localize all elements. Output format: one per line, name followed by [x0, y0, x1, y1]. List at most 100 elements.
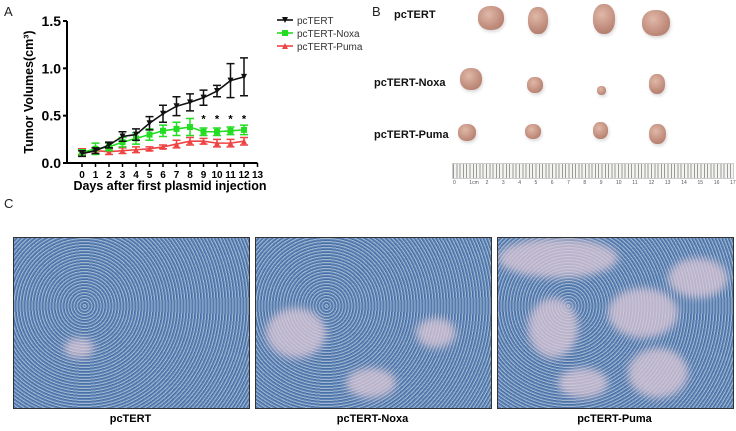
x-tick-label: 10: [211, 170, 223, 181]
ruler-tick-label: 2: [485, 180, 489, 186]
histology-caption: pcTERT-Puma: [577, 413, 652, 425]
x-tick-label: 12: [238, 170, 250, 181]
ruler-tick-label: 15: [697, 180, 704, 186]
ruler-tick-label: 3: [501, 180, 505, 186]
ruler-tick-label: 14: [681, 180, 687, 186]
data-point: [187, 124, 193, 131]
tumor: [593, 4, 615, 34]
tumor: [642, 10, 670, 36]
ruler-tick-label: 9: [599, 180, 603, 186]
histology-image-noxa: [255, 237, 492, 409]
data-point: [241, 73, 247, 80]
panel-label-a: A: [4, 4, 13, 19]
data-point: [146, 145, 153, 152]
ruler-tick-label: 1cm: [469, 180, 479, 186]
x-tick-label: 9: [201, 170, 207, 181]
y-tick-label: 0.5: [42, 108, 62, 124]
ruler-tick-label: 0: [453, 180, 456, 186]
significance-star: *: [215, 114, 220, 126]
ruler-tick-label: 5: [534, 180, 538, 186]
ruler: [452, 163, 734, 179]
data-point: [227, 77, 234, 84]
histology-caption: pcTERT-Noxa: [336, 413, 409, 425]
tumor: [593, 122, 608, 139]
x-tick-label: 5: [147, 170, 153, 181]
legend-marker: [282, 17, 288, 23]
data-point: [200, 138, 207, 145]
data-point: [214, 88, 220, 95]
photo-row-label: pcTERT-Noxa: [374, 77, 446, 89]
data-point: [146, 131, 153, 138]
ruler-tick-label: 13: [664, 180, 671, 186]
ruler-tick-label: 17: [730, 180, 736, 186]
ruler-tick-label: 6: [550, 180, 554, 186]
data-point: [160, 143, 166, 150]
ruler-tick-label: 7: [567, 180, 570, 186]
x-tick-label: 13: [252, 170, 264, 181]
data-point: [79, 150, 85, 157]
legend-marker: [282, 30, 288, 36]
tumor: [458, 124, 476, 141]
x-tick-label: 11: [225, 170, 236, 181]
tumor: [649, 124, 666, 144]
data-point: [160, 110, 166, 117]
ruler-tick-label: 8: [583, 180, 587, 186]
data-point: [200, 128, 207, 135]
tumor: [597, 86, 606, 95]
data-point: [187, 138, 193, 145]
data-point: [133, 131, 139, 138]
legend-label: pcTERT-Puma: [297, 42, 363, 53]
ruler-tick-label: 11: [632, 180, 638, 186]
data-point: [241, 126, 247, 133]
data-point: [119, 147, 126, 154]
y-tick-label: 1.0: [42, 60, 62, 76]
x-tick-label: 6: [160, 170, 166, 181]
x-tick-label: 4: [133, 170, 139, 181]
significance-star: *: [228, 114, 233, 126]
ruler-tick-label: 10: [616, 180, 622, 186]
histology-image-pctert: [13, 237, 250, 409]
y-tick-label: 0.0: [42, 155, 62, 171]
data-point: [200, 94, 207, 101]
data-point: [173, 103, 180, 110]
x-tick-label: 7: [174, 170, 180, 181]
x-tick-label: 1: [93, 170, 99, 181]
data-point: [227, 127, 234, 134]
ruler-tick-label: 16: [713, 180, 720, 186]
significance-star: *: [201, 114, 206, 126]
data-point: [227, 140, 234, 147]
data-point: [214, 140, 220, 147]
histology-caption: pcTERT: [109, 413, 152, 425]
data-point: [187, 99, 193, 106]
histology-image-puma: [497, 237, 734, 409]
y-tick-label: 1.5: [42, 13, 62, 29]
y-axis-label: Tumor Volumes(cm³): [22, 30, 36, 153]
x-tick-label: 2: [106, 170, 112, 181]
tumor: [649, 74, 665, 94]
data-point: [106, 142, 112, 149]
data-point: [119, 139, 126, 146]
legend-label: pcTERT-Noxa: [297, 29, 360, 40]
x-tick-label: 3: [120, 170, 126, 181]
ruler-tick-label: 4: [518, 180, 521, 186]
tumor: [527, 77, 543, 93]
data-point: [173, 141, 180, 148]
x-axis-label: Days after first plasmid injection: [73, 179, 266, 193]
x-tick-label: 8: [187, 170, 193, 181]
photo-row-label: pcTERT-Puma: [374, 129, 449, 141]
legend-label: pcTERT: [297, 16, 334, 27]
panel-label-c: C: [4, 196, 14, 211]
x-tick-label: 0: [79, 170, 85, 181]
data-point: [160, 127, 166, 134]
photo-row-label: pcTERT: [394, 9, 436, 21]
data-point: [106, 148, 112, 155]
data-point: [92, 147, 99, 154]
tumor: [528, 7, 548, 34]
data-point: [133, 146, 139, 153]
data-point: [119, 133, 126, 140]
data-point: [214, 128, 220, 135]
data-point: [241, 138, 247, 145]
tumor: [460, 68, 482, 90]
tumor: [478, 6, 504, 30]
